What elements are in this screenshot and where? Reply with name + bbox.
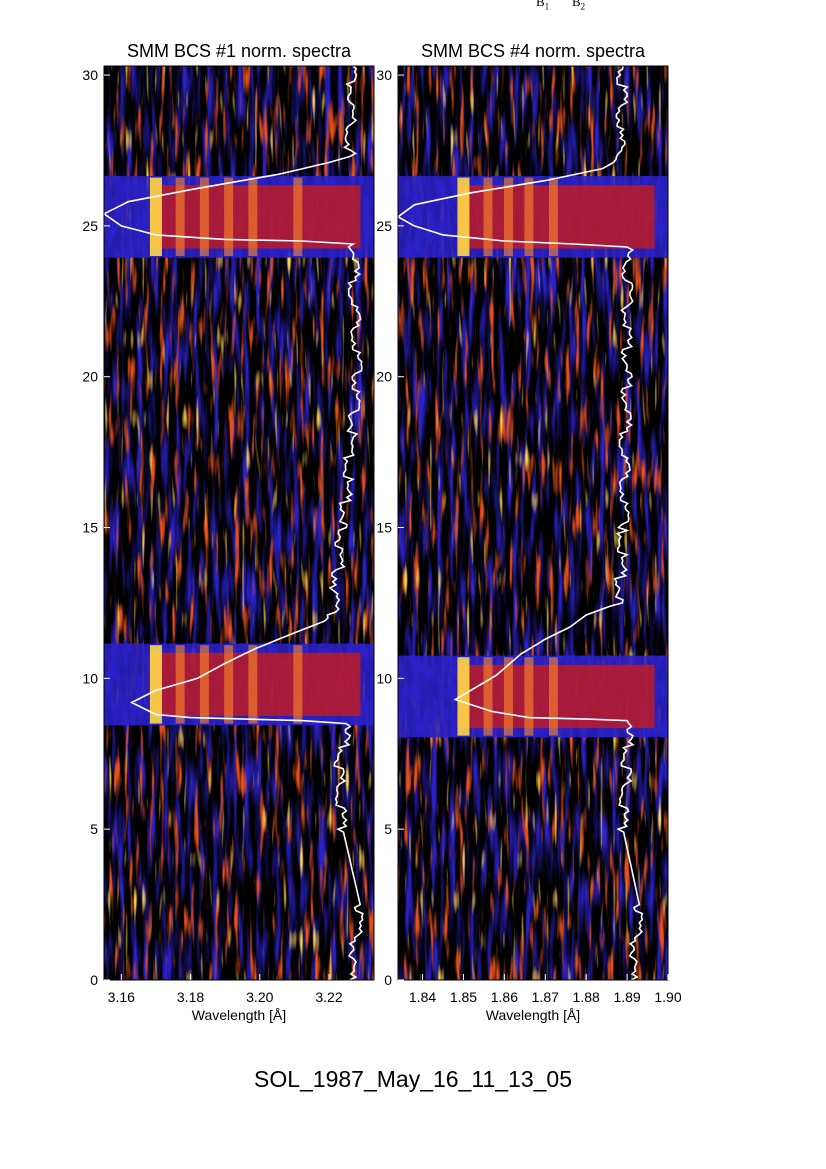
spectral-line [293, 177, 303, 257]
x-tick-label: 1.84 [409, 989, 436, 1005]
emission-band [398, 655, 668, 738]
x-tick-label: 1.85 [450, 989, 477, 1005]
spectral-line [457, 177, 470, 257]
x-axis-label: Wavelength [Å] [486, 1007, 580, 1023]
spectral-line [293, 645, 303, 724]
x-tick-label: 3.18 [177, 989, 204, 1005]
header-label-b2: B2 [572, 0, 586, 12]
spectral-line [224, 177, 234, 257]
spectral-line [524, 657, 534, 736]
spectral-line [175, 645, 185, 724]
y-tick-label: 0 [384, 972, 392, 988]
panel-1: 0 5 10 15 20 25 30 3.16 3.18 3.20 3.22 SMM BCS #1 n… [82, 41, 375, 1023]
emission-band [398, 176, 668, 258]
y-tick-label: 0 [90, 972, 98, 988]
x-tick-label: 3.20 [246, 989, 273, 1005]
emission-band [104, 176, 374, 258]
spectral-line [524, 177, 534, 257]
x-tick-label: 1.88 [573, 989, 600, 1005]
spectral-line [248, 177, 258, 257]
overlay-trace [104, 66, 364, 980]
x-tick-label: 3.22 [315, 989, 342, 1005]
x-tick-label: 1.89 [613, 989, 640, 1005]
spectral-line [199, 177, 209, 257]
y-tick-label: 5 [384, 821, 392, 837]
y-tick-label: 15 [82, 520, 98, 536]
spectral-line [483, 177, 493, 257]
y-tick-label: 10 [82, 670, 98, 686]
y-tick-label: 10 [376, 670, 392, 686]
y-tick-label: 30 [376, 67, 392, 83]
spectral-line [199, 645, 209, 724]
figure-caption: SOL_1987_May_16_11_13_05 [253, 1066, 572, 1092]
spectral-line [548, 177, 558, 257]
panel-title: SMM BCS #4 norm. spectra [421, 41, 646, 61]
x-tick-label: 3.16 [108, 989, 135, 1005]
spectral-line [503, 177, 513, 257]
panel-title: SMM BCS #1 norm. spectra [127, 41, 352, 61]
spectral-line [175, 177, 185, 257]
spectral-line [457, 657, 470, 736]
spectral-line [503, 657, 513, 736]
spectral-line [224, 645, 234, 724]
x-axis-label: Wavelength [Å] [192, 1007, 286, 1023]
heatmap-area [398, 66, 668, 980]
axes-frame [397, 65, 669, 981]
header-label-b1: B1 [536, 0, 550, 12]
spectral-line [548, 657, 558, 736]
x-tick-label: 1.90 [654, 989, 681, 1005]
y-tick-label: 25 [82, 218, 98, 234]
spectral-line [149, 177, 162, 257]
y-tick-label: 25 [376, 218, 392, 234]
axes-frame [103, 65, 375, 981]
y-tick-label: 20 [376, 369, 392, 385]
y-tick-label: 20 [82, 369, 98, 385]
panel-2: 0 5 10 15 20 25 30 1.84 1.85 1.86 1.87 1.88 1.89 1.90… [376, 41, 681, 1023]
x-tick-label: 1.86 [491, 989, 518, 1005]
spectral-line [248, 645, 258, 724]
spectral-line [483, 657, 493, 736]
overlay-trace [398, 66, 644, 980]
spectral-line [149, 645, 162, 724]
heatmap-area [104, 66, 374, 980]
y-tick-label: 30 [82, 67, 98, 83]
y-tick-label: 15 [376, 520, 392, 536]
x-tick-label: 1.87 [532, 989, 559, 1005]
y-tick-label: 5 [90, 821, 98, 837]
